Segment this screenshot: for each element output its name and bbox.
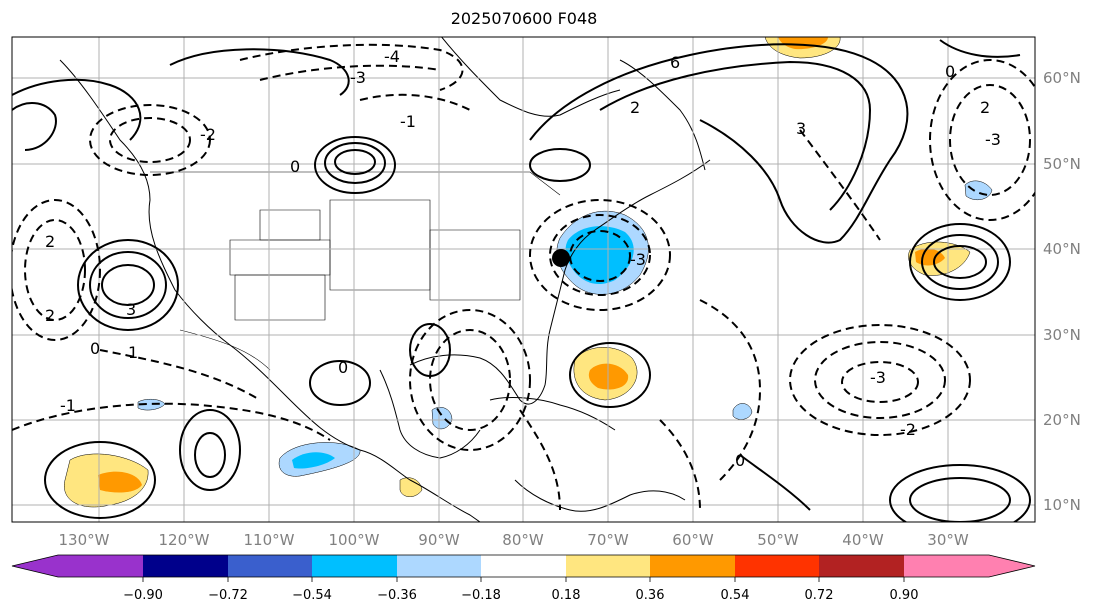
contour-label: -4 — [384, 47, 400, 66]
colorbar-tick-label: 0.72 — [805, 588, 834, 603]
lat-label: 20°N — [1043, 411, 1081, 429]
lat-label: 50°N — [1043, 155, 1081, 173]
contour-label: 0 — [945, 62, 955, 81]
contour-label: -3 — [870, 368, 886, 387]
colorbar-tick-label: 0.54 — [721, 588, 750, 603]
contour-label: -3 — [350, 68, 366, 87]
colorbar-under-arrow — [12, 555, 58, 577]
negative-contours — [12, 43, 1035, 511]
contour-label: 0 — [338, 358, 348, 377]
contour-labels: -4 -3 -2 -1 0 6 3 2 1 -3 2 0 0 3 2 -3 0 … — [45, 47, 1001, 470]
colorbar-segment — [481, 555, 566, 577]
colorbar-segment — [228, 555, 312, 577]
lon-label: 30°W — [927, 531, 969, 549]
colorbar: −0.90 −0.72 −0.54 −0.36 −0.18 0.18 0.36 … — [11, 554, 1036, 603]
longitude-labels: 130°W 120°W 110°W 100°W 90°W 80°W 70°W 6… — [59, 531, 969, 549]
contour-label: 2 — [630, 98, 640, 117]
contour-label: -1 — [400, 112, 416, 131]
contour-label: 1 — [128, 343, 138, 362]
lon-label: 60°W — [672, 531, 714, 549]
contour-label: 2 — [980, 98, 990, 117]
colorbar-segment — [650, 555, 735, 577]
colorbar-segment — [143, 555, 228, 577]
contour-label: 2 — [45, 232, 55, 251]
colorbar-segment — [735, 555, 819, 577]
colorbar-tick-label: 0.36 — [636, 588, 665, 603]
storm-center-marker — [552, 249, 570, 267]
lon-label: 80°W — [502, 531, 544, 549]
contour-label: 0 — [735, 451, 745, 470]
contour-label: 3 — [796, 119, 806, 138]
latitude-labels: 60°N 50°N 40°N 30°N 20°N 10°N — [1043, 69, 1081, 514]
lon-label: 90°W — [418, 531, 460, 549]
lon-label: 130°W — [59, 531, 110, 549]
colorbar-tick-label: −0.72 — [208, 588, 248, 603]
lon-label: 110°W — [244, 531, 295, 549]
colorbar-tick-label: −0.36 — [377, 588, 417, 603]
contour-label: 6 — [670, 53, 680, 72]
colorbar-segment — [312, 555, 397, 577]
shaded-anomaly-patches — [63, 37, 993, 508]
colorbar-segment — [566, 555, 650, 577]
map-border — [11, 36, 1036, 523]
lat-label: 30°N — [1043, 326, 1081, 344]
colorbar-tick-label: −0.18 — [461, 588, 501, 603]
plot-title: 2025070600 F048 — [450, 9, 598, 28]
lon-label: 50°W — [757, 531, 799, 549]
lon-label: 40°W — [842, 531, 884, 549]
contour-label: 2 — [45, 306, 55, 325]
lat-label: 40°N — [1043, 240, 1081, 258]
contour-label: -2 — [900, 420, 916, 439]
lon-label: 100°W — [329, 531, 380, 549]
colorbar-outline — [11, 554, 1036, 578]
positive-contours — [12, 39, 1031, 522]
colorbar-tick-label: 0.18 — [552, 588, 581, 603]
lat-label: 10°N — [1043, 496, 1081, 514]
contour-label: -3 — [630, 250, 646, 269]
colorbar-tick-label: −0.54 — [292, 588, 332, 603]
colorbar-segment — [904, 555, 989, 577]
colorbar-tick-label: −0.90 — [123, 588, 163, 603]
colorbar-over-arrow — [989, 555, 1035, 577]
political-borders — [150, 171, 561, 371]
contour-label: -2 — [200, 125, 216, 144]
contour-label: -1 — [60, 396, 76, 415]
colorbar-tick-label: 0.90 — [890, 588, 919, 603]
contour-label: -3 — [985, 130, 1001, 149]
contour-label: 3 — [126, 300, 136, 319]
contour-label: 0 — [290, 157, 300, 176]
lat-label: 60°N — [1043, 69, 1081, 87]
colorbar-segment — [58, 555, 143, 577]
contour-label: 0 — [90, 339, 100, 358]
lon-label: 120°W — [159, 531, 210, 549]
lon-label: 70°W — [587, 531, 629, 549]
colorbar-segment — [397, 555, 481, 577]
graticule — [12, 37, 1035, 522]
colorbar-segment — [819, 555, 904, 577]
